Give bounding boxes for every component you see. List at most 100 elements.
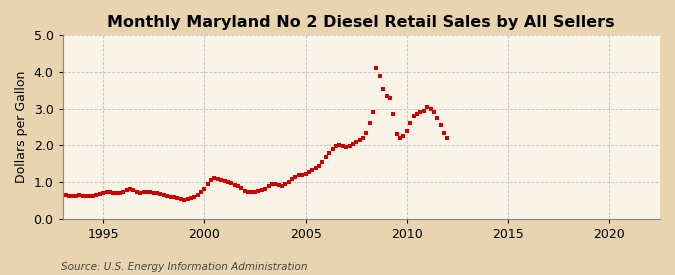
Point — [81, 194, 92, 198]
Point — [78, 193, 88, 198]
Point — [125, 187, 136, 192]
Point — [159, 193, 169, 197]
Point — [233, 184, 244, 189]
Point — [240, 189, 250, 193]
Point — [88, 194, 99, 198]
Point — [91, 193, 102, 197]
Point — [341, 145, 352, 149]
Point — [415, 110, 426, 115]
Point — [256, 188, 267, 192]
Point — [95, 192, 105, 196]
Point — [108, 191, 119, 195]
Point — [429, 110, 439, 115]
Point — [165, 194, 176, 199]
Point — [196, 190, 207, 194]
Point — [202, 182, 213, 186]
Point — [182, 197, 193, 202]
Point — [267, 182, 277, 186]
Point — [314, 163, 325, 168]
Point — [378, 86, 389, 91]
Point — [105, 190, 115, 194]
Point — [290, 175, 301, 179]
Point — [243, 190, 254, 194]
Point — [398, 134, 409, 138]
Point — [101, 190, 112, 194]
Point — [263, 183, 274, 188]
Point — [169, 195, 180, 200]
Point — [368, 110, 379, 115]
Point — [206, 178, 217, 182]
Point — [405, 121, 416, 126]
Point — [361, 130, 372, 135]
Point — [145, 190, 156, 194]
Point — [375, 73, 385, 78]
Point — [304, 170, 315, 174]
Point — [371, 66, 382, 71]
Point — [132, 190, 142, 194]
Point — [331, 144, 342, 148]
Point — [230, 182, 240, 187]
Point — [280, 182, 291, 186]
Point — [111, 191, 122, 196]
Point — [84, 194, 95, 199]
Text: Source: U.S. Energy Information Administration: Source: U.S. Energy Information Administ… — [61, 262, 307, 272]
Point — [432, 116, 443, 120]
Point — [186, 196, 196, 200]
Point — [226, 181, 237, 185]
Point — [74, 193, 85, 197]
Point — [348, 141, 358, 146]
Point — [334, 143, 345, 148]
Point — [138, 190, 149, 194]
Point — [216, 178, 227, 182]
Point — [118, 190, 129, 194]
Point — [199, 186, 210, 191]
Point — [388, 112, 399, 116]
Point — [324, 151, 335, 156]
Point — [422, 105, 433, 109]
Point — [192, 193, 203, 197]
Point — [385, 95, 396, 100]
Point — [68, 194, 78, 198]
Point — [418, 108, 429, 113]
Point — [250, 190, 261, 194]
Point — [310, 166, 321, 170]
Point — [128, 188, 139, 193]
Point — [135, 191, 146, 195]
Title: Monthly Maryland No 2 Diesel Retail Sales by All Sellers: Monthly Maryland No 2 Diesel Retail Sale… — [107, 15, 615, 30]
Point — [179, 197, 190, 202]
Point — [223, 180, 234, 184]
Point — [442, 136, 453, 140]
Point — [338, 144, 348, 148]
Point — [213, 177, 223, 181]
Point — [381, 94, 392, 98]
Point — [351, 139, 362, 144]
Point — [189, 194, 200, 199]
Point — [273, 183, 284, 187]
Point — [277, 183, 288, 188]
Point — [142, 190, 153, 194]
Point — [219, 179, 230, 183]
Point — [71, 193, 82, 198]
Point — [344, 144, 355, 148]
Point — [439, 130, 450, 135]
Point — [61, 193, 72, 197]
Point — [155, 192, 166, 196]
Point — [297, 172, 308, 177]
Point — [209, 176, 220, 181]
Point — [408, 114, 419, 118]
Point — [395, 136, 406, 140]
Point — [284, 180, 294, 184]
Point — [294, 173, 304, 178]
Point — [152, 191, 163, 195]
Point — [122, 188, 132, 192]
Point — [327, 147, 338, 151]
Point — [317, 160, 328, 164]
Point — [64, 193, 75, 198]
Point — [236, 186, 247, 191]
Point — [300, 172, 311, 176]
Point — [148, 191, 159, 195]
Point — [253, 189, 264, 193]
Point — [176, 197, 186, 201]
Point — [412, 112, 423, 116]
Point — [321, 155, 331, 159]
